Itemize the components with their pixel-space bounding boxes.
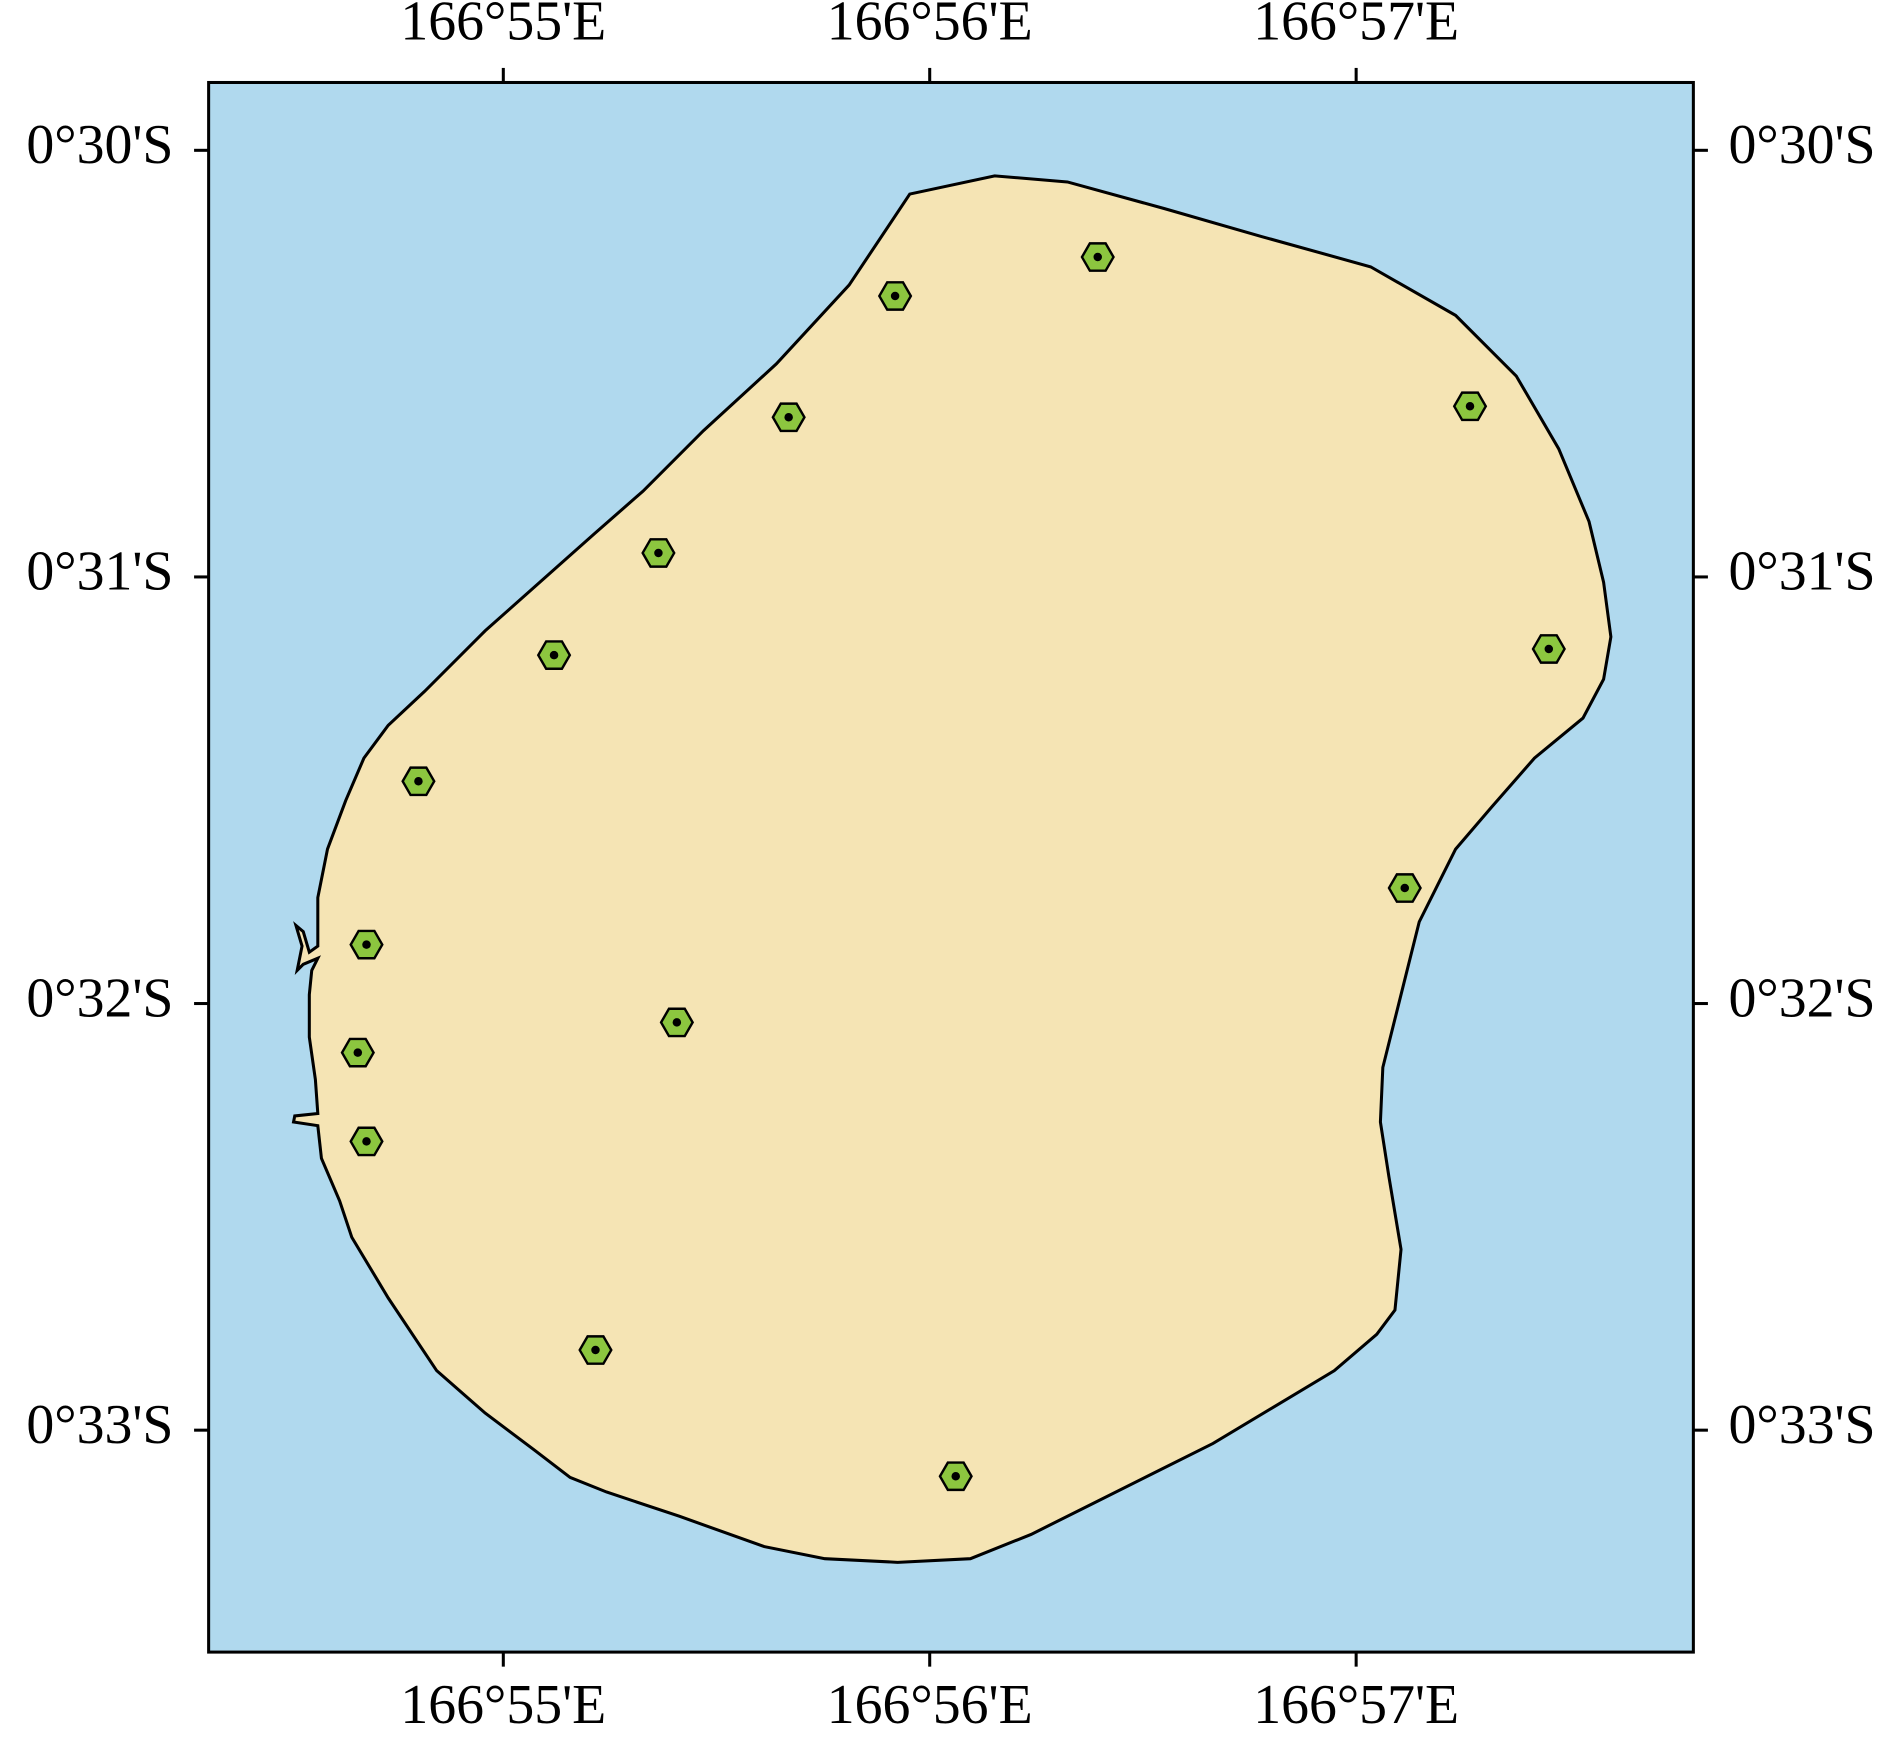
site-dot bbox=[414, 777, 423, 786]
site-dot bbox=[353, 1048, 363, 1057]
site-dot bbox=[654, 548, 663, 558]
site-dot bbox=[672, 1018, 682, 1027]
y-tick-label: 0°33'S bbox=[26, 1394, 173, 1456]
site-dot bbox=[951, 1471, 960, 1481]
y-tick-label: 0°32'S bbox=[26, 967, 173, 1029]
site-dot bbox=[591, 1345, 600, 1355]
y-tick-label: 0°31'S bbox=[1729, 541, 1876, 603]
site-dot bbox=[890, 291, 900, 301]
x-tick-label: 166°55'E bbox=[400, 0, 606, 52]
x-tick-label: 166°57'E bbox=[1253, 1674, 1459, 1736]
site-dot bbox=[1465, 402, 1475, 411]
site-dot bbox=[784, 413, 793, 422]
site-dot bbox=[549, 650, 559, 660]
y-tick-label: 0°33'S bbox=[1729, 1394, 1876, 1456]
frame bbox=[207, 80, 1695, 1654]
x-tick-label: 166°57'E bbox=[1253, 0, 1459, 52]
x-tick-label: 166°56'E bbox=[827, 0, 1033, 52]
site-dot bbox=[362, 1137, 371, 1146]
y-tick-label: 0°30'S bbox=[1729, 114, 1876, 176]
y-tick-label: 0°32'S bbox=[1729, 967, 1876, 1029]
x-tick-label: 166°56'E bbox=[827, 1674, 1033, 1736]
island bbox=[291, 174, 1613, 1564]
y-tick-label: 0°31'S bbox=[26, 541, 173, 603]
site-dot bbox=[1093, 252, 1102, 262]
site-dot bbox=[362, 940, 371, 949]
x-tick-label: 166°55'E bbox=[400, 1674, 606, 1736]
site-dot bbox=[1544, 644, 1554, 654]
site-dot bbox=[1400, 883, 1410, 893]
y-tick-label: 0°30'S bbox=[26, 114, 173, 176]
